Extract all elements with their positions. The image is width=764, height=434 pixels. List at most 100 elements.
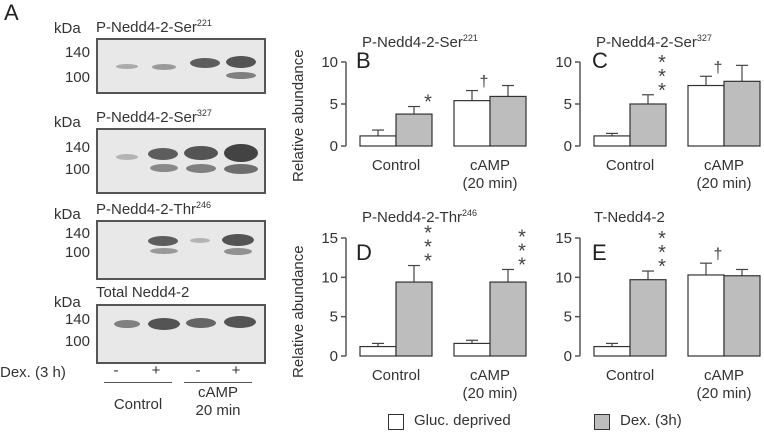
kda-label: kDa <box>54 114 81 131</box>
significance-asterisk: * <box>658 228 666 250</box>
lane-sign: + <box>231 362 241 379</box>
category-label: Control <box>372 367 420 384</box>
legend-swatch-gluc <box>388 414 404 430</box>
blot-thr246 <box>96 220 266 280</box>
bar-gluc <box>359 345 397 357</box>
category-label: Control <box>372 157 420 174</box>
group-line-control <box>104 382 172 383</box>
group-label-control: Control <box>113 396 163 413</box>
significance-dagger: † <box>480 74 489 91</box>
lane-sign: + <box>151 362 161 379</box>
y-tick-label: 15 <box>555 230 572 247</box>
bar-dex <box>723 275 761 357</box>
blot-title-ser221: P-Nedd4-2-Ser221 <box>96 18 212 36</box>
bar-dex <box>489 95 527 147</box>
band <box>222 234 254 246</box>
significance-asterisk: * <box>658 52 666 74</box>
bar-dex <box>629 279 667 357</box>
band <box>224 164 258 174</box>
blot-title-thr246: P-Nedd4-2-Thr246 <box>96 200 212 218</box>
panel-letter-e: E <box>592 240 607 265</box>
category-label: cAMP <box>470 157 510 174</box>
y-tick-label: 5 <box>564 309 572 326</box>
category-label: Control <box>606 157 654 174</box>
group-line-camp <box>184 382 252 383</box>
panel-letter-d: D <box>356 240 372 265</box>
y-tick-label: 15 <box>321 230 338 247</box>
category-label: (20 min) <box>462 385 517 402</box>
significance-asterisk: * <box>424 223 432 245</box>
band <box>190 238 210 243</box>
blot-ser221 <box>96 38 266 94</box>
category-label: cAMP <box>704 157 744 174</box>
significance-dagger: † <box>714 59 723 76</box>
mw-marker-140: 140 <box>64 44 90 61</box>
blot-title-total: Total Nedd4-2 <box>96 284 190 301</box>
y-tick-label: 10 <box>555 54 572 71</box>
panel-letter-c: C <box>592 48 608 73</box>
y-tick-label: 5 <box>330 96 338 113</box>
y-tick-label: 0 <box>330 348 338 365</box>
lane-sign: - <box>195 362 201 379</box>
bar-gluc <box>593 345 631 357</box>
bar-gluc <box>359 135 397 147</box>
category-label: (20 min) <box>696 175 751 192</box>
category-label: cAMP <box>470 367 510 384</box>
y-tick-label: 0 <box>330 138 338 155</box>
panel-letter-a: A <box>4 0 19 25</box>
band <box>150 248 178 254</box>
significance-asterisk: * <box>424 237 432 259</box>
band <box>114 320 140 328</box>
bar-gluc <box>593 135 631 147</box>
chart-title: P-Nedd4-2-Ser327 <box>596 33 712 51</box>
chart-title: P-Nedd4-2-Ser221 <box>362 33 478 51</box>
y-tick-label: 10 <box>321 269 338 286</box>
band <box>186 164 216 173</box>
bar-dex <box>395 113 433 147</box>
bar-gluc <box>687 274 725 357</box>
y-tick-label: 0 <box>564 138 572 155</box>
blot-ser327 <box>96 128 266 194</box>
significance-asterisk: * <box>518 254 526 276</box>
y-tick-label: 10 <box>555 269 572 286</box>
bar-dex <box>723 80 761 147</box>
significance-asterisk: * <box>658 66 666 88</box>
blot-title-ser327: P-Nedd4-2-Ser327 <box>96 108 212 126</box>
band <box>150 164 178 172</box>
band <box>184 146 218 160</box>
kda-label: kDa <box>54 20 81 37</box>
category-label: cAMP <box>704 367 744 384</box>
significance-asterisk: * <box>518 226 526 248</box>
mw-marker-140: 140 <box>64 311 90 328</box>
band <box>226 72 256 79</box>
lane-sign: - <box>113 362 119 379</box>
significance-asterisk: * <box>424 251 432 273</box>
significance-asterisk: * <box>518 240 526 262</box>
y-tick-label: 10 <box>321 54 338 71</box>
band <box>226 56 256 68</box>
band <box>116 154 138 160</box>
category-label: (20 min) <box>462 175 517 192</box>
bar-gluc <box>453 100 491 147</box>
band <box>224 144 258 162</box>
chart-title: P-Nedd4-2-Thr246 <box>362 208 477 226</box>
band <box>148 318 180 330</box>
group-label-camp: cAMP <box>197 384 238 401</box>
band <box>190 58 220 68</box>
kda-label: kDa <box>54 206 81 223</box>
panel-letter-b: B <box>356 48 371 73</box>
mw-marker-100: 100 <box>64 69 90 86</box>
bar-dex <box>395 281 433 357</box>
significance-asterisk: * <box>424 92 432 114</box>
band <box>116 64 138 69</box>
category-label: (20 min) <box>696 385 751 402</box>
kda-label: kDa <box>54 294 81 311</box>
mw-marker-100: 100 <box>64 333 90 350</box>
y-tick-label: 5 <box>564 96 572 113</box>
bar-gluc <box>453 342 491 357</box>
dex-row-label: Dex. (3 h) <box>0 364 66 381</box>
blot-total <box>96 304 266 364</box>
band <box>152 64 176 70</box>
mw-marker-140: 140 <box>64 225 90 242</box>
mw-marker-100: 100 <box>64 161 90 178</box>
